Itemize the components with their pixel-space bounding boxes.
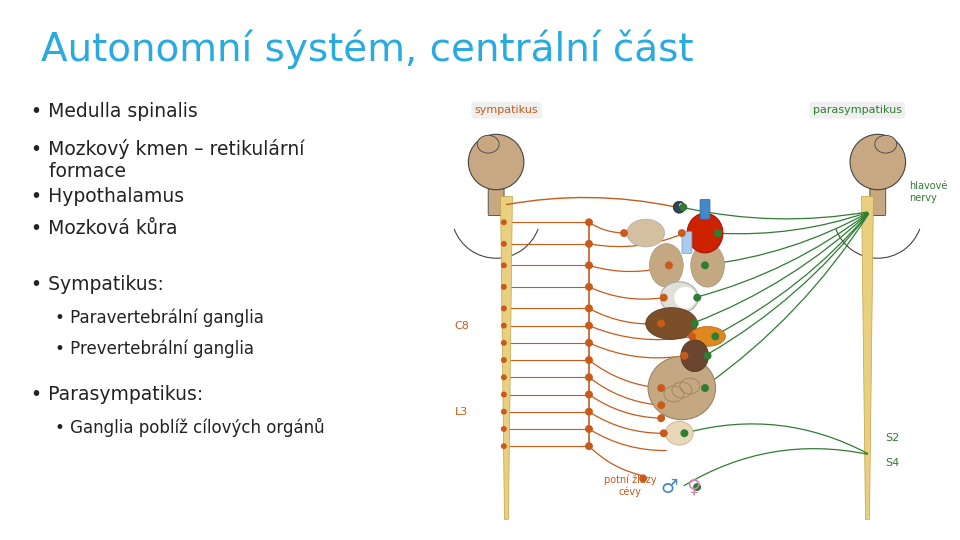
FancyBboxPatch shape bbox=[682, 232, 692, 253]
FancyBboxPatch shape bbox=[700, 199, 710, 219]
Circle shape bbox=[501, 262, 507, 268]
Text: ♂: ♂ bbox=[660, 477, 678, 497]
Circle shape bbox=[501, 340, 507, 346]
Circle shape bbox=[714, 229, 722, 237]
Ellipse shape bbox=[687, 213, 723, 253]
Circle shape bbox=[501, 374, 507, 380]
Circle shape bbox=[585, 390, 593, 399]
Circle shape bbox=[585, 356, 593, 364]
Ellipse shape bbox=[627, 219, 664, 247]
Circle shape bbox=[585, 322, 593, 329]
FancyBboxPatch shape bbox=[489, 189, 504, 215]
Text: S4: S4 bbox=[885, 458, 900, 468]
Circle shape bbox=[850, 134, 905, 190]
Text: Autonomní systém, centrální část: Autonomní systém, centrální část bbox=[41, 30, 693, 69]
Text: • Mozková kůra: • Mozková kůra bbox=[32, 219, 178, 238]
Circle shape bbox=[680, 203, 687, 211]
Text: • Medulla spinalis: • Medulla spinalis bbox=[32, 102, 198, 120]
Circle shape bbox=[639, 475, 647, 482]
Circle shape bbox=[585, 373, 593, 381]
Ellipse shape bbox=[674, 287, 696, 308]
Ellipse shape bbox=[650, 244, 684, 287]
Ellipse shape bbox=[477, 136, 499, 153]
Circle shape bbox=[620, 229, 628, 237]
Circle shape bbox=[701, 261, 709, 269]
Circle shape bbox=[585, 442, 593, 450]
Circle shape bbox=[678, 229, 685, 237]
Circle shape bbox=[501, 426, 507, 432]
Ellipse shape bbox=[665, 421, 693, 445]
Circle shape bbox=[673, 201, 685, 213]
Ellipse shape bbox=[875, 136, 897, 153]
Circle shape bbox=[501, 409, 507, 415]
Circle shape bbox=[658, 414, 665, 422]
Circle shape bbox=[501, 357, 507, 363]
Circle shape bbox=[660, 429, 668, 437]
Circle shape bbox=[501, 443, 507, 449]
Circle shape bbox=[701, 384, 709, 392]
Text: hlavové
nervy: hlavové nervy bbox=[909, 181, 948, 203]
Text: parasympatikus: parasympatikus bbox=[813, 105, 901, 116]
Circle shape bbox=[711, 333, 719, 340]
Circle shape bbox=[585, 339, 593, 347]
FancyBboxPatch shape bbox=[870, 189, 886, 215]
Circle shape bbox=[691, 320, 699, 327]
Circle shape bbox=[585, 408, 593, 416]
Text: potní žlázy
cévy: potní žlázy cévy bbox=[604, 474, 657, 497]
Ellipse shape bbox=[691, 244, 725, 287]
Circle shape bbox=[585, 283, 593, 291]
Circle shape bbox=[501, 392, 507, 397]
Circle shape bbox=[681, 352, 688, 360]
Circle shape bbox=[693, 483, 701, 491]
Text: • Hypothalamus: • Hypothalamus bbox=[32, 187, 184, 206]
Text: • Prevertebrální ganglia: • Prevertebrální ganglia bbox=[55, 340, 254, 358]
Circle shape bbox=[468, 134, 524, 190]
Text: S2: S2 bbox=[885, 433, 900, 443]
Circle shape bbox=[658, 384, 665, 392]
Polygon shape bbox=[500, 197, 513, 519]
Circle shape bbox=[585, 305, 593, 312]
Ellipse shape bbox=[689, 327, 726, 346]
Circle shape bbox=[585, 425, 593, 433]
Circle shape bbox=[501, 219, 507, 225]
Circle shape bbox=[585, 240, 593, 248]
Circle shape bbox=[665, 261, 673, 269]
Circle shape bbox=[681, 429, 688, 437]
Circle shape bbox=[658, 320, 665, 327]
Circle shape bbox=[585, 261, 593, 269]
Circle shape bbox=[501, 284, 507, 290]
Circle shape bbox=[680, 203, 684, 207]
Circle shape bbox=[501, 241, 507, 247]
Ellipse shape bbox=[660, 282, 698, 314]
Text: • Sympatikus:: • Sympatikus: bbox=[32, 275, 164, 294]
Polygon shape bbox=[861, 197, 874, 519]
Text: ♀: ♀ bbox=[686, 477, 700, 497]
Text: • Ganglia poblíž cílových orgánů: • Ganglia poblíž cílových orgánů bbox=[55, 418, 324, 437]
Ellipse shape bbox=[646, 308, 697, 339]
Text: sympatikus: sympatikus bbox=[474, 105, 539, 116]
Circle shape bbox=[501, 306, 507, 312]
Circle shape bbox=[658, 401, 665, 409]
Text: • Paravertebrální ganglia: • Paravertebrální ganglia bbox=[55, 308, 264, 327]
Circle shape bbox=[660, 294, 668, 302]
Text: • Parasympatikus:: • Parasympatikus: bbox=[32, 385, 204, 404]
Ellipse shape bbox=[681, 340, 708, 372]
Text: L3: L3 bbox=[455, 407, 468, 417]
Circle shape bbox=[704, 352, 711, 360]
Ellipse shape bbox=[648, 356, 715, 420]
Circle shape bbox=[693, 294, 701, 302]
Circle shape bbox=[501, 323, 507, 329]
Text: • Mozkový kmen – retikulární
   formace: • Mozkový kmen – retikulární formace bbox=[32, 139, 304, 181]
Text: C8: C8 bbox=[455, 321, 469, 330]
Circle shape bbox=[688, 333, 696, 340]
Circle shape bbox=[585, 218, 593, 226]
